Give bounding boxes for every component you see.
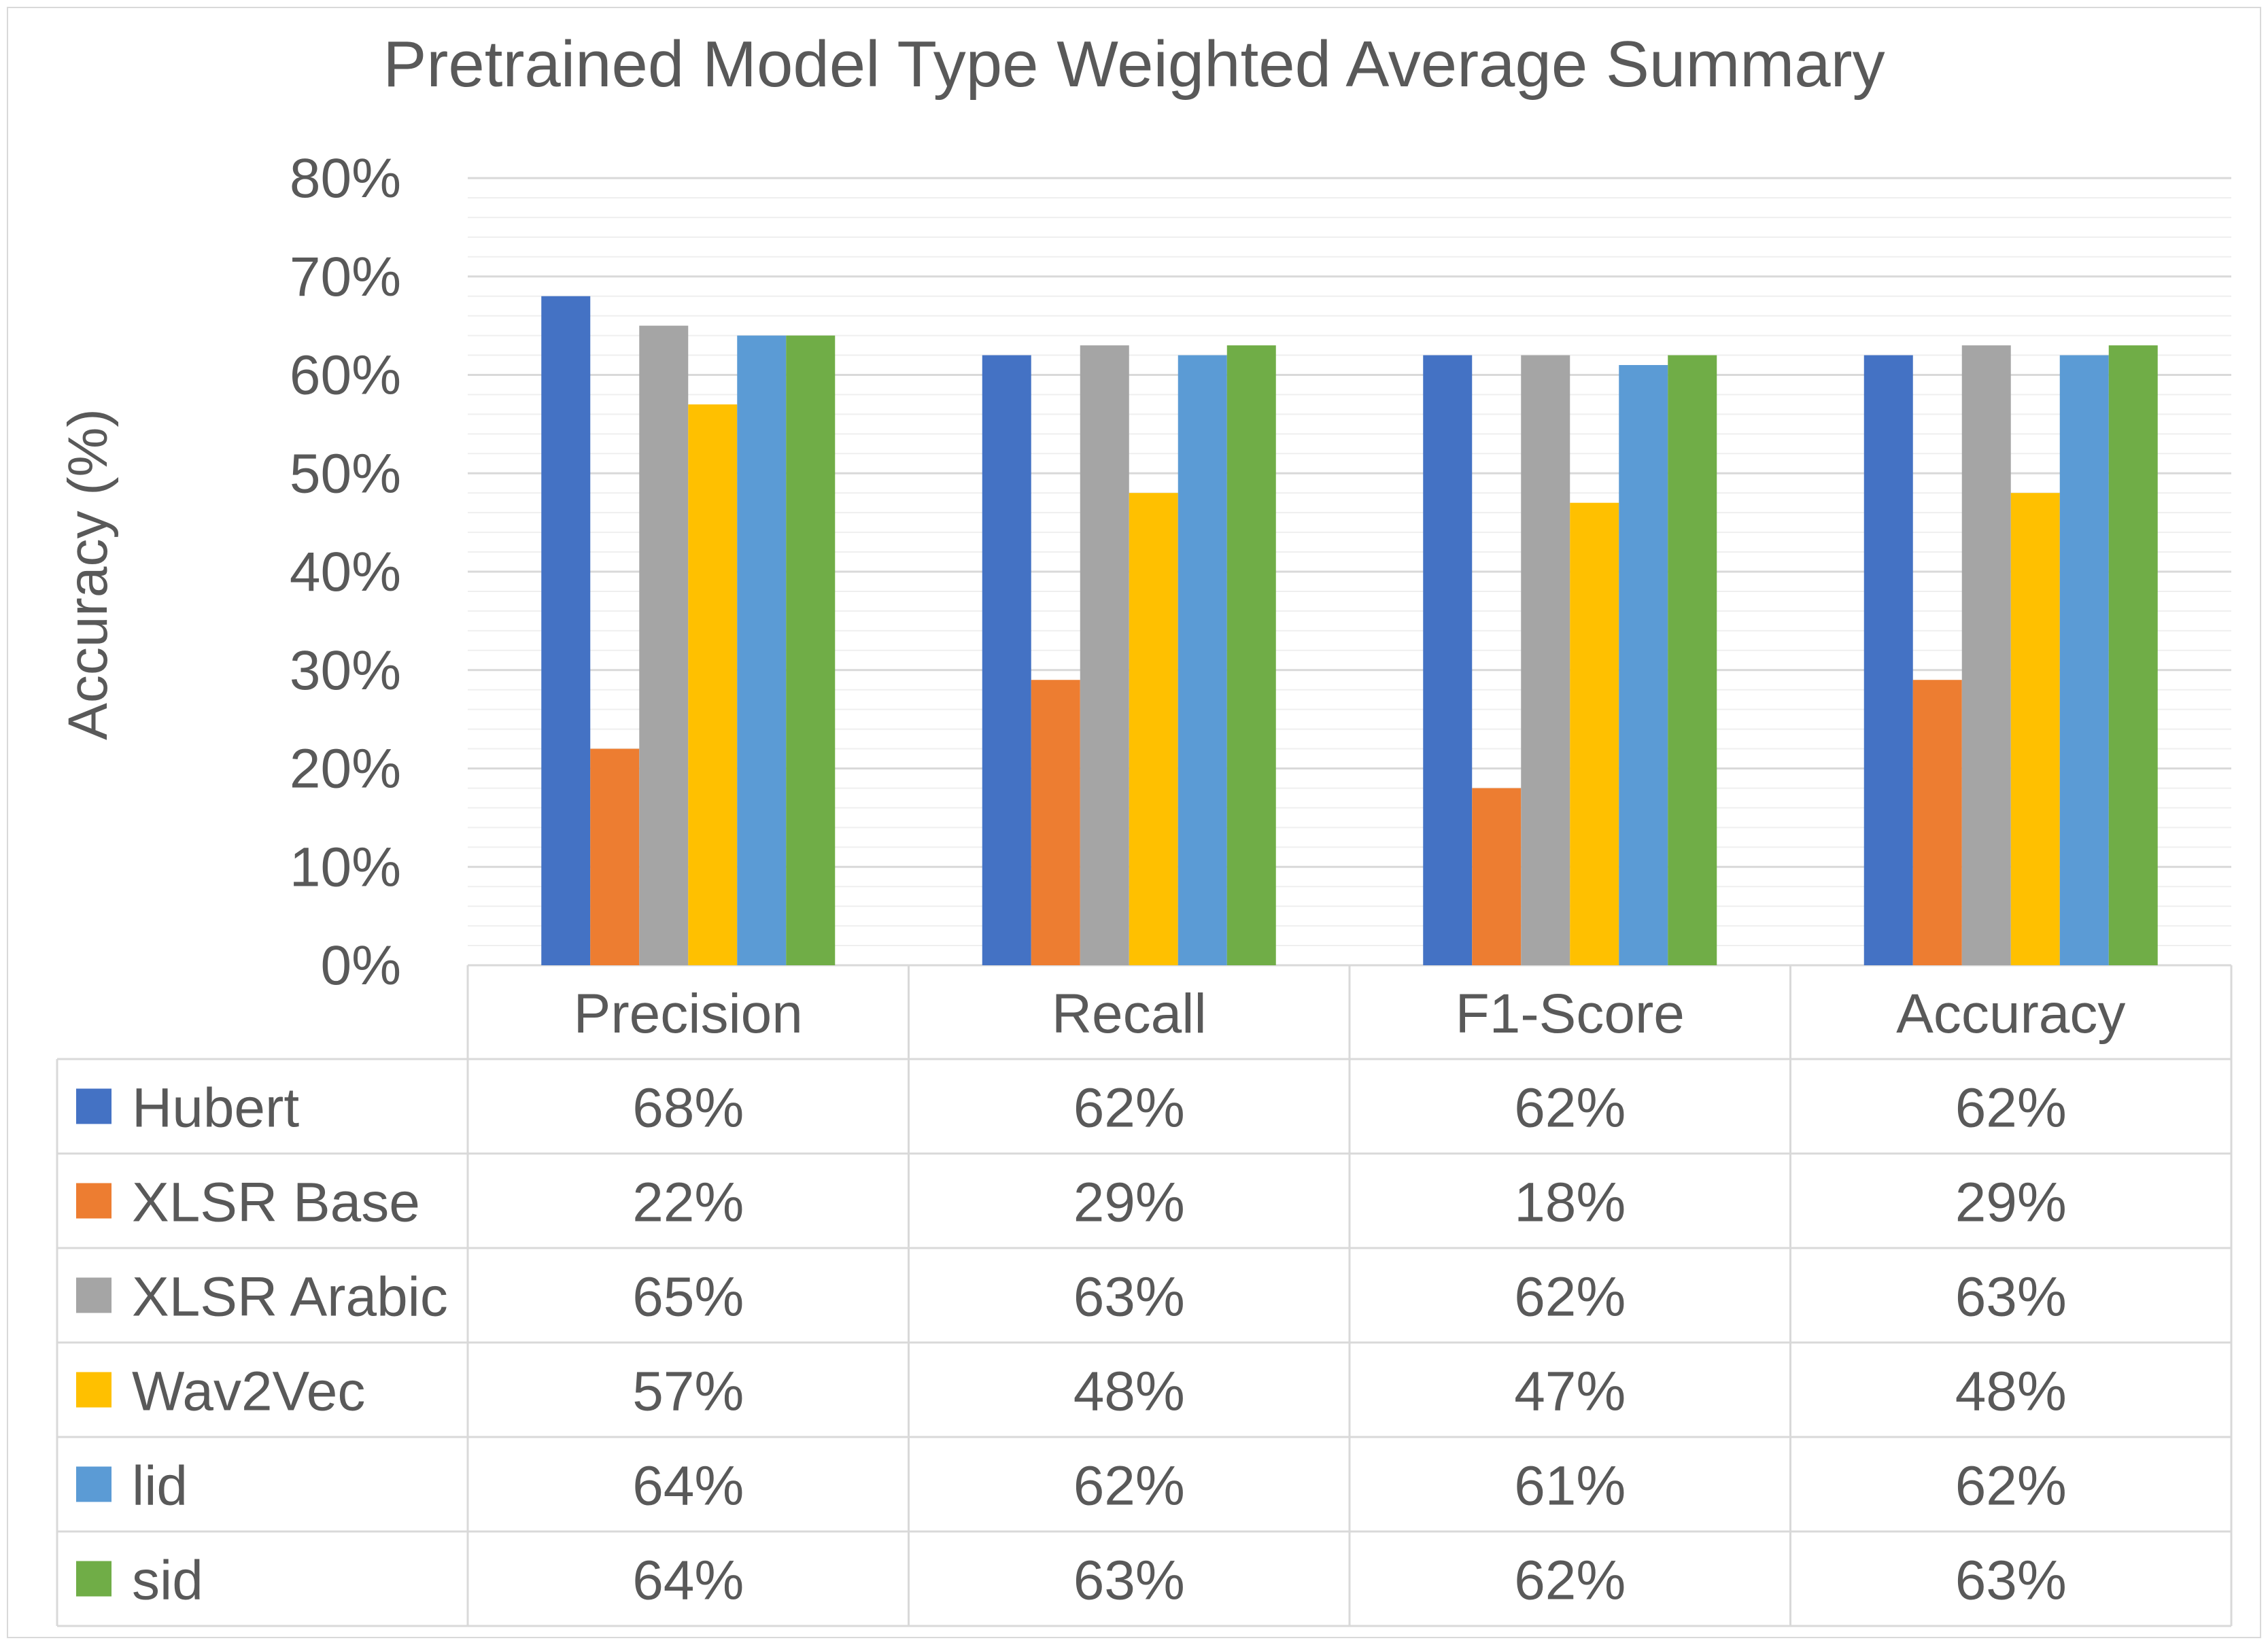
- data-label: 62%: [1073, 1077, 1185, 1139]
- bar-wav2vec-accuracy: [2010, 493, 2060, 965]
- data-label: 63%: [1073, 1266, 1185, 1328]
- bar-lid-accuracy: [2059, 355, 2109, 965]
- bar-wav2vec-precision: [688, 404, 738, 965]
- data-label: 22%: [632, 1172, 744, 1234]
- data-label: 62%: [1514, 1550, 1626, 1612]
- bar-xlsr-base-accuracy: [1912, 680, 1962, 965]
- y-tick-label: 70%: [290, 246, 401, 308]
- category-label: F1-Score: [1456, 983, 1685, 1045]
- legend-key: [76, 1466, 111, 1502]
- bar-xlsr-base-precision: [590, 748, 640, 965]
- y-tick-label: 10%: [290, 836, 401, 898]
- bar-hubert-accuracy: [1863, 355, 1913, 965]
- bar-lid-f1-score: [1619, 365, 1668, 965]
- data-label: 29%: [1955, 1172, 2067, 1234]
- data-label: 63%: [1073, 1550, 1185, 1612]
- bar-hubert-precision: [541, 296, 591, 965]
- data-label: 64%: [632, 1455, 744, 1517]
- data-label: 63%: [1955, 1550, 2067, 1612]
- data-label: 62%: [1955, 1077, 2067, 1139]
- bar-sid-recall: [1226, 345, 1276, 965]
- bar-sid-precision: [786, 335, 836, 966]
- data-label: 62%: [1955, 1455, 2067, 1517]
- bar-lid-recall: [1178, 355, 1227, 965]
- legend-key: [76, 1372, 111, 1408]
- bar-lid-precision: [737, 335, 787, 966]
- bar-xlsr-arabic-precision: [639, 326, 689, 965]
- data-label: 57%: [632, 1361, 744, 1423]
- bar-xlsr-arabic-recall: [1080, 345, 1129, 965]
- y-tick-label: 30%: [290, 640, 401, 702]
- chart-frame: [7, 7, 2261, 1638]
- y-tick-label: 60%: [290, 345, 401, 406]
- category-label: Recall: [1052, 983, 1207, 1045]
- y-tick-label: 20%: [290, 738, 401, 800]
- bar-xlsr-base-f1-score: [1472, 788, 1522, 965]
- legend-entry: lid: [132, 1455, 188, 1517]
- data-label: 62%: [1514, 1266, 1626, 1328]
- data-label: 64%: [632, 1550, 744, 1612]
- data-table: Precision Recall F1-Score Accuracy Hubert 68%…: [56, 965, 2233, 1627]
- bars: [541, 296, 2158, 966]
- legend-entry: Wav2Vec: [132, 1361, 365, 1423]
- data-label: 68%: [632, 1077, 744, 1139]
- data-label: 65%: [632, 1266, 744, 1328]
- data-label: 48%: [1955, 1361, 2067, 1423]
- data-label: 61%: [1514, 1455, 1626, 1517]
- y-tick-labels: 0% 10% 20% 30% 40% 50% 60% 70% 80%: [290, 148, 401, 997]
- legend-entry: XLSR Arabic: [132, 1266, 448, 1328]
- data-label: 29%: [1073, 1172, 1185, 1234]
- legend-key: [76, 1088, 111, 1124]
- data-label: 62%: [1514, 1077, 1626, 1139]
- legend-key: [76, 1277, 111, 1313]
- legend-key: [76, 1183, 111, 1219]
- data-label: 63%: [1955, 1266, 2067, 1328]
- bar-hubert-recall: [982, 355, 1031, 965]
- bar-xlsr-base-recall: [1031, 680, 1080, 965]
- bar-xlsr-arabic-f1-score: [1521, 355, 1570, 965]
- y-tick-label: 50%: [290, 443, 401, 504]
- y-tick-label: 40%: [290, 541, 401, 603]
- category-label: Precision: [574, 983, 803, 1045]
- bar-hubert-f1-score: [1423, 355, 1473, 965]
- data-label: 47%: [1514, 1361, 1626, 1423]
- y-tick-label: 80%: [290, 148, 401, 209]
- bar-sid-accuracy: [2108, 345, 2158, 965]
- chart-title: Pretrained Model Type Weighted Average S…: [383, 28, 1885, 101]
- data-label: 62%: [1073, 1455, 1185, 1517]
- category-label: Accuracy: [1896, 983, 2125, 1045]
- y-tick-label: 0%: [320, 935, 401, 997]
- legend-entry: XLSR Base: [132, 1172, 420, 1234]
- bar-sid-f1-score: [1668, 355, 1717, 965]
- legend-entry: Hubert: [132, 1077, 299, 1139]
- legend-key: [76, 1561, 111, 1597]
- data-label: 48%: [1073, 1361, 1185, 1423]
- legend-entry: sid: [132, 1550, 203, 1612]
- bar-wav2vec-f1-score: [1570, 502, 1619, 965]
- bar-xlsr-arabic-accuracy: [1961, 345, 2011, 965]
- data-label: 18%: [1514, 1172, 1626, 1234]
- bar-wav2vec-recall: [1129, 493, 1178, 965]
